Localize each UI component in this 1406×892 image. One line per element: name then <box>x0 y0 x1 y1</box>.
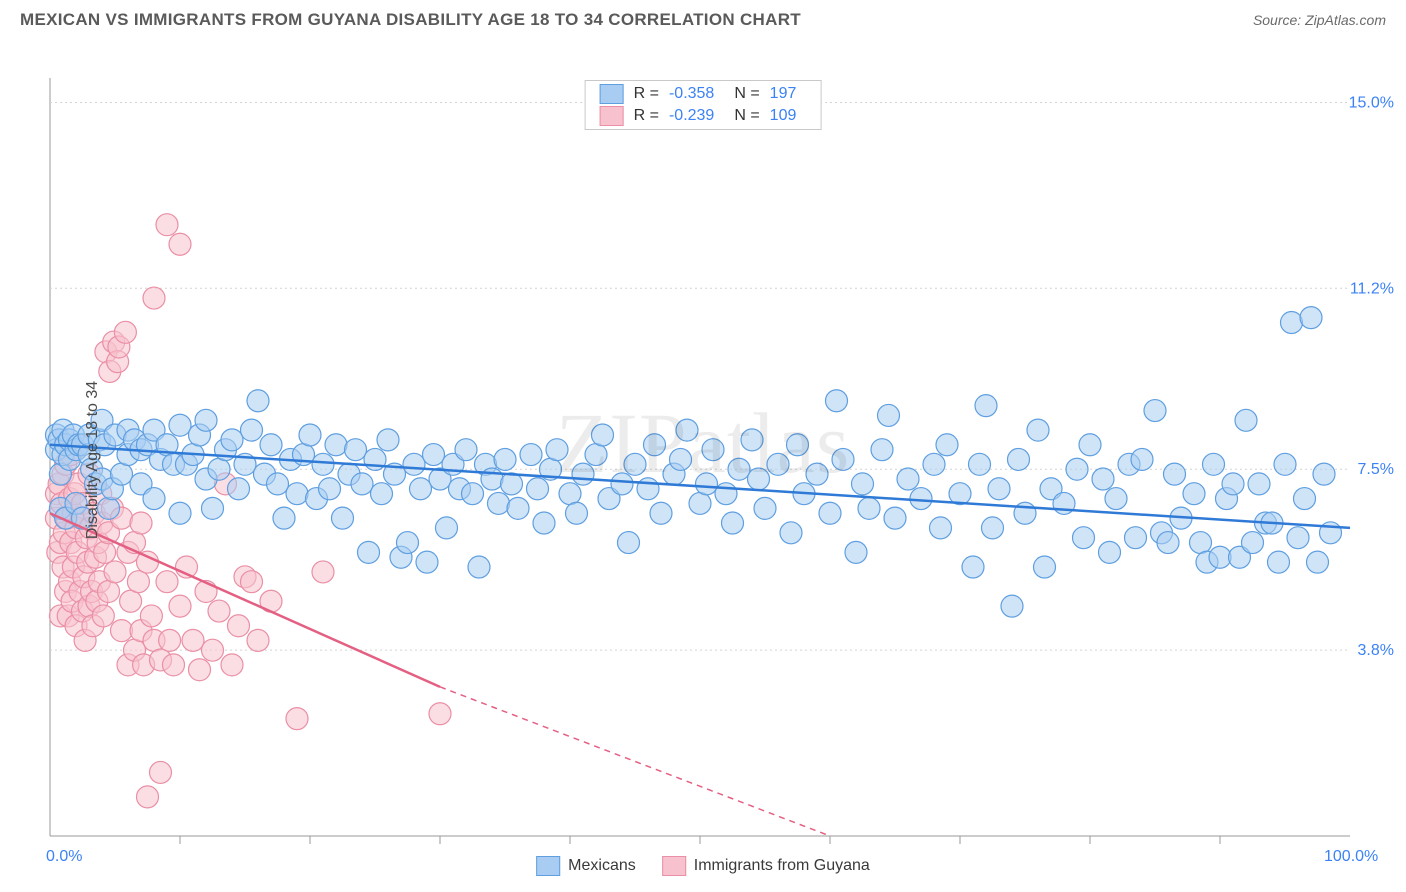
stats-row: R = -0.358 N = 197 <box>586 83 821 105</box>
correlation-stats-box: R = -0.358 N = 197 R = -0.239 N = 109 <box>585 80 822 130</box>
legend: Mexicans Immigrants from Guyana <box>536 856 870 876</box>
legend-label: Immigrants from Guyana <box>694 857 870 875</box>
chart-title: MEXICAN VS IMMIGRANTS FROM GUYANA DISABI… <box>20 10 801 30</box>
svg-text:3.8%: 3.8% <box>1358 642 1394 659</box>
y-axis-label: Disability Age 18 to 34 <box>84 381 102 539</box>
r-value: -0.239 <box>669 107 714 125</box>
source-attribution: Source: ZipAtlas.com <box>1253 12 1386 28</box>
n-value: 197 <box>770 85 797 103</box>
r-label: R = <box>634 107 659 125</box>
chart-container: Disability Age 18 to 34 3.8% 7.5% 11.2% 15.… <box>0 36 1406 884</box>
legend-item: Mexicans <box>536 856 636 876</box>
stats-row: R = -0.239 N = 109 <box>586 105 821 127</box>
n-value: 109 <box>770 107 797 125</box>
n-label: N = <box>734 107 759 125</box>
legend-label: Mexicans <box>568 857 636 875</box>
series-swatch <box>600 84 624 104</box>
r-label: R = <box>634 85 659 103</box>
svg-text:11.2%: 11.2% <box>1350 280 1394 297</box>
legend-swatch <box>662 856 686 876</box>
n-label: N = <box>734 85 759 103</box>
x-axis-min: 0.0% <box>46 848 82 866</box>
svg-text:7.5%: 7.5% <box>1358 461 1394 478</box>
series-swatch <box>600 106 624 126</box>
r-value: -0.358 <box>669 85 714 103</box>
x-axis-max: 100.0% <box>1324 848 1378 866</box>
scatter-chart: 3.8% 7.5% 11.2% 15.0% <box>0 36 1406 884</box>
legend-item: Immigrants from Guyana <box>662 856 870 876</box>
svg-text:15.0%: 15.0% <box>1349 94 1394 111</box>
legend-swatch <box>536 856 560 876</box>
